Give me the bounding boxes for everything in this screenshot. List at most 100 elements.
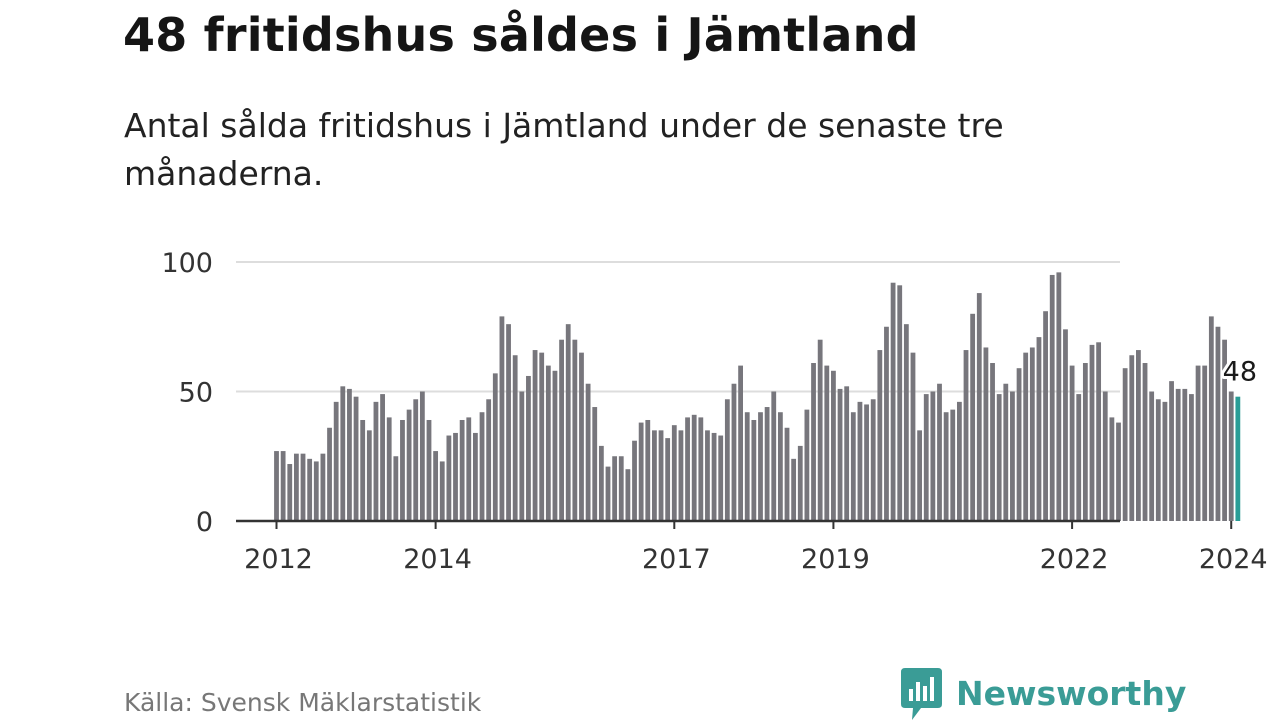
bar[interactable]: [884, 326, 889, 521]
bar[interactable]: [1056, 272, 1062, 521]
bar[interactable]: [824, 365, 830, 521]
bar[interactable]: [645, 419, 651, 521]
bar[interactable]: [1202, 365, 1208, 521]
bar[interactable]: [652, 430, 657, 521]
bar[interactable]: [499, 316, 505, 521]
bar[interactable]: [758, 412, 763, 521]
bar[interactable]: [1049, 274, 1055, 521]
bar[interactable]: [903, 324, 909, 521]
bar[interactable]: [844, 386, 850, 521]
bar[interactable]: [347, 388, 352, 521]
bar[interactable]: [678, 430, 684, 521]
bar[interactable]: [1169, 381, 1174, 521]
bar[interactable]: [671, 425, 677, 521]
bar[interactable]: [592, 407, 598, 521]
bar[interactable]: [373, 401, 379, 521]
bar[interactable]: [804, 409, 810, 521]
newsworthy-logo[interactable]: Newsworthy: [901, 668, 1186, 720]
bar[interactable]: [1003, 383, 1009, 521]
bar[interactable]: [1155, 399, 1161, 521]
bar[interactable]: [1082, 363, 1088, 521]
bar[interactable]: [771, 391, 777, 522]
bar[interactable]: [1208, 316, 1214, 521]
bar[interactable]: [738, 365, 743, 521]
bar[interactable]: [1063, 329, 1068, 521]
bar[interactable]: [340, 386, 346, 521]
bar[interactable]: [1182, 388, 1188, 521]
bar[interactable]: [691, 414, 697, 521]
bar[interactable]: [910, 352, 916, 521]
bar[interactable]: [1149, 391, 1155, 522]
bar[interactable]: [300, 453, 306, 521]
bar[interactable]: [632, 440, 637, 521]
bar[interactable]: [890, 282, 896, 521]
bar[interactable]: [963, 350, 969, 521]
bar[interactable]: [439, 461, 445, 521]
bar[interactable]: [791, 458, 797, 521]
bar[interactable]: [864, 404, 869, 521]
bar[interactable]: [612, 456, 618, 521]
bar[interactable]: [366, 430, 372, 521]
bar[interactable]: [386, 417, 392, 521]
bar[interactable]: [1036, 337, 1042, 521]
bar[interactable]: [1089, 344, 1095, 521]
bar[interactable]: [625, 469, 631, 521]
bar[interactable]: [777, 412, 783, 521]
bar[interactable]: [419, 391, 425, 522]
bar[interactable]: [333, 401, 339, 521]
bar[interactable]: [466, 417, 472, 521]
bar[interactable]: [327, 427, 332, 521]
bar[interactable]: [459, 419, 465, 521]
bar[interactable]: [393, 456, 399, 521]
bar[interactable]: [744, 412, 750, 521]
bar[interactable]: [565, 324, 571, 521]
bar[interactable]: [380, 394, 385, 521]
bar[interactable]: [1010, 391, 1015, 522]
bar[interactable]: [943, 412, 949, 521]
bar[interactable]: [811, 363, 816, 521]
bar[interactable]: [473, 432, 478, 521]
bar[interactable]: [705, 430, 710, 521]
bar[interactable]: [837, 388, 843, 521]
bar[interactable]: [1116, 422, 1121, 521]
bar[interactable]: [1129, 355, 1135, 521]
bar[interactable]: [751, 419, 757, 521]
bar[interactable]: [585, 383, 591, 521]
bar[interactable]: [1228, 391, 1234, 522]
bar[interactable]: [552, 370, 558, 521]
bar[interactable]: [293, 453, 299, 521]
bar[interactable]: [1195, 365, 1201, 521]
bar[interactable]: [320, 453, 326, 521]
bar[interactable]: [1162, 401, 1168, 521]
bar[interactable]: [307, 458, 313, 521]
bar[interactable]: [897, 285, 903, 521]
bar[interactable]: [486, 399, 492, 521]
bar[interactable]: [1069, 365, 1075, 521]
bar[interactable]: [512, 355, 518, 521]
bar[interactable]: [545, 365, 551, 521]
bar[interactable]: [970, 313, 976, 521]
bar[interactable]: [857, 401, 863, 521]
bar[interactable]: [850, 412, 856, 521]
bar[interactable]: [877, 350, 883, 521]
bar[interactable]: [479, 412, 485, 521]
bar[interactable]: [400, 419, 405, 521]
bar[interactable]: [1215, 326, 1221, 521]
bar[interactable]: [698, 417, 704, 521]
bar[interactable]: [658, 430, 664, 521]
bar[interactable]: [579, 352, 584, 521]
bar[interactable]: [1175, 388, 1181, 521]
bar[interactable]: [1109, 417, 1115, 521]
bar[interactable]: [1136, 350, 1141, 521]
bar[interactable]: [996, 394, 1002, 521]
bar[interactable]: [797, 445, 803, 521]
bar[interactable]: [360, 419, 366, 521]
bar[interactable]: [784, 427, 790, 521]
bar[interactable]: [274, 451, 279, 521]
bar[interactable]: [1222, 339, 1227, 521]
bar[interactable]: [990, 363, 995, 521]
bar[interactable]: [917, 430, 923, 521]
bar[interactable]: [831, 370, 836, 521]
bar[interactable]: [638, 422, 644, 521]
bar[interactable]: [976, 293, 982, 521]
